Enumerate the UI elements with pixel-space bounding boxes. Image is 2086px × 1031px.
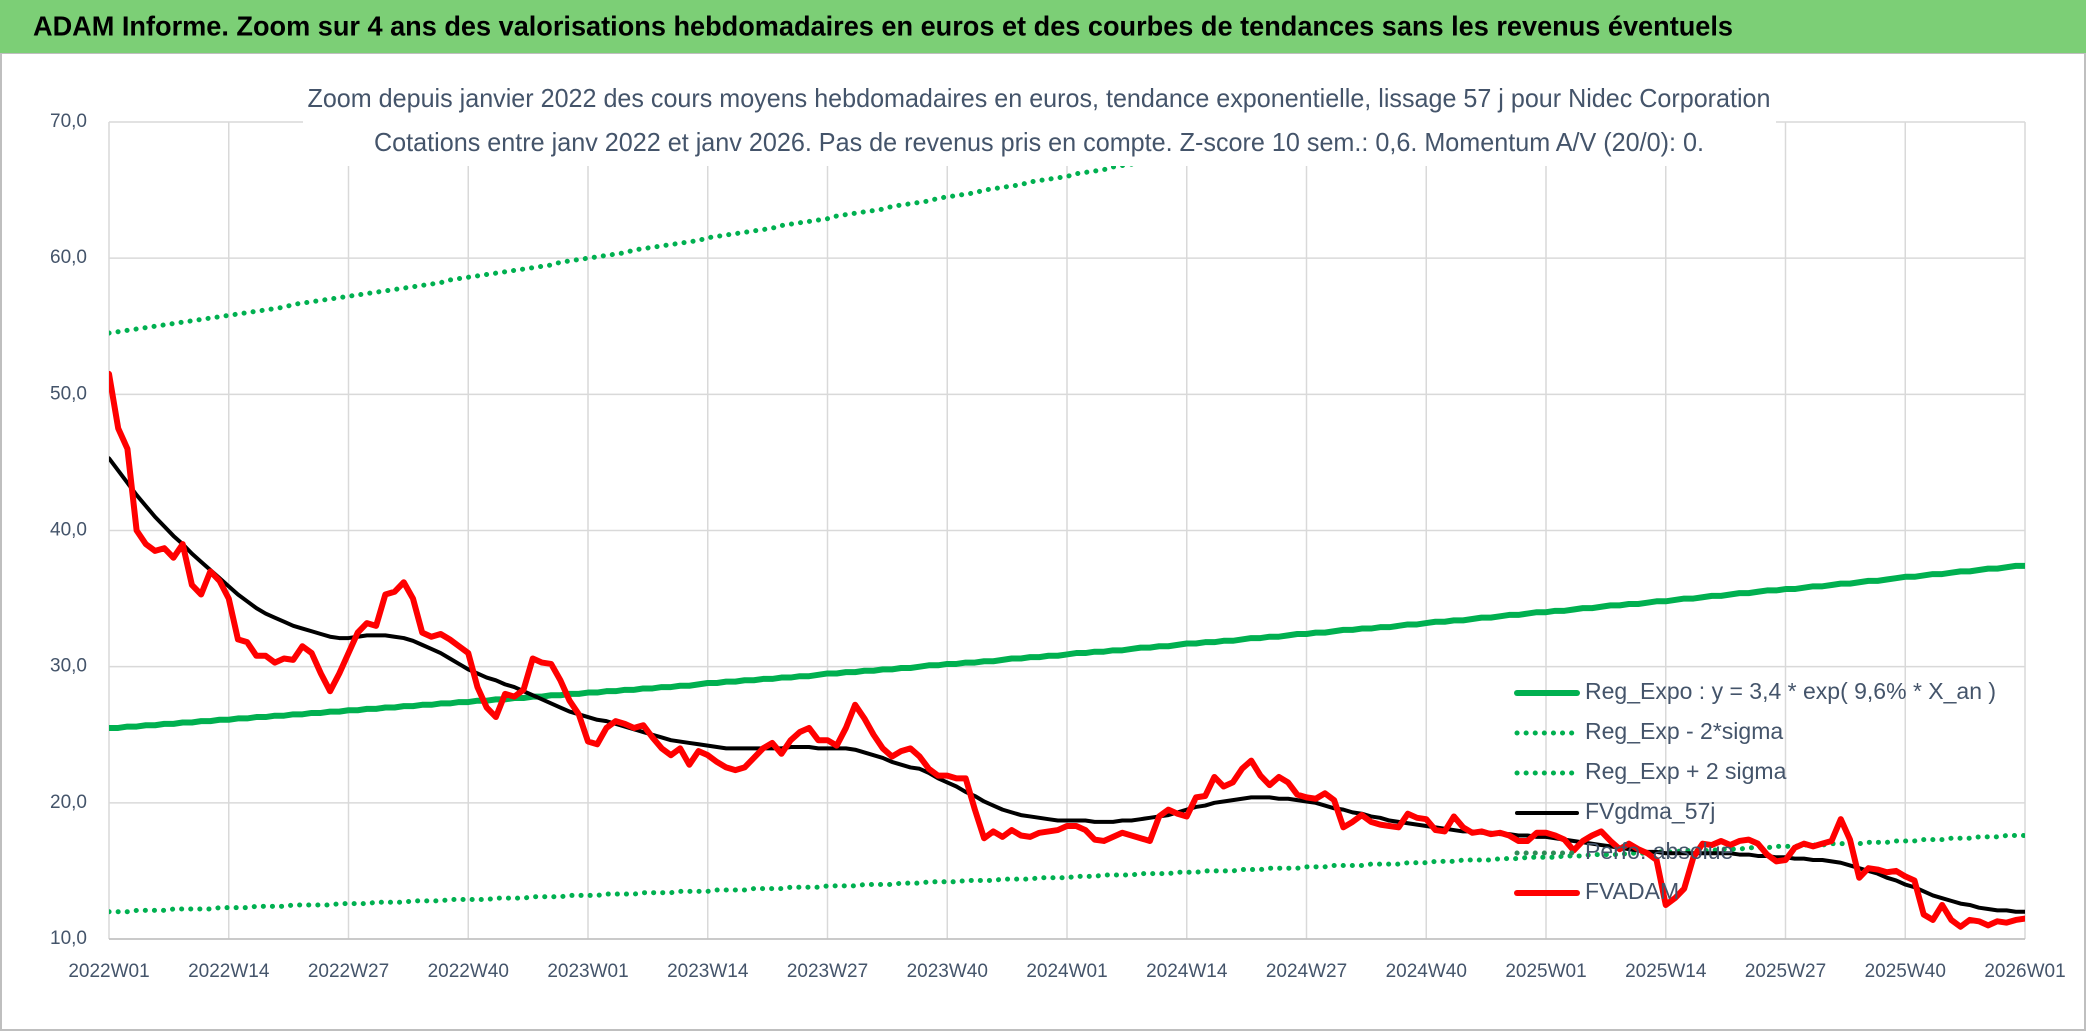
series-line [109, 370, 2025, 930]
legend-label: Reg_Exp + 2 sigma [1585, 758, 1787, 784]
series-line [109, 833, 2025, 915]
legend-label: Reg_Exp - 2*sigma [1585, 718, 1783, 744]
x-tick-label: 2024W01 [1026, 961, 1107, 982]
x-tick-label: 2022W27 [308, 961, 389, 982]
chart-title: ADAM Informe. Zoom sur 4 ans des valoris… [33, 10, 1733, 41]
series-line [109, 456, 2025, 914]
y-tick-label: 10,0 [50, 928, 87, 949]
y-tick-label: 30,0 [50, 656, 87, 677]
x-tick-label: 2025W27 [1745, 961, 1826, 982]
axes: 10,0 20,0 30,0 40,0 50,0 60,0 70,0 2022W01 2022W… [50, 111, 2066, 982]
subtitle-box [303, 78, 1776, 166]
y-tick-label: 60,0 [50, 247, 87, 268]
legend-label: Perfo. absolue [1585, 838, 1733, 864]
x-tick-label: 2024W40 [1386, 961, 1467, 982]
title-banner [0, 0, 2086, 53]
x-tick-label: 2024W27 [1266, 961, 1347, 982]
x-tick-label: 2023W40 [907, 961, 988, 982]
x-tick-label: 2022W14 [188, 961, 270, 982]
x-tick-label: 2025W01 [1505, 961, 1586, 982]
legend-label: FVADAM [1585, 878, 1679, 904]
x-tick-label: 2024W14 [1146, 961, 1228, 982]
series [109, 122, 2025, 930]
x-tick-label: 2022W01 [68, 961, 149, 982]
legend: Reg_Expo : y = 3,4 * exp( 9,6% * X_an ) R… [1514, 678, 1996, 904]
x-tick-label: 2023W14 [667, 961, 749, 982]
x-tick-label: 2025W14 [1625, 961, 1707, 982]
x-tick-label: 2023W01 [547, 961, 628, 982]
x-tick-label: 2023W27 [787, 961, 868, 982]
y-tick-label: 50,0 [50, 383, 87, 404]
legend-label: FVgdma_57j [1585, 798, 1715, 824]
y-tick-label: 20,0 [50, 792, 87, 813]
y-tick-label: 70,0 [50, 111, 87, 132]
y-tick-label: 40,0 [50, 520, 87, 541]
series-line [109, 122, 1370, 336]
subtitle: Cotations entre janv 2022 et janv 2026. … [374, 127, 1704, 157]
legend-label: Reg_Expo : y = 3,4 * exp( 9,6% * X_an ) [1585, 678, 1996, 704]
x-tick-label: 2022W40 [428, 961, 509, 982]
series-line [109, 562, 2025, 731]
x-tick-label: 2026W01 [1984, 961, 2065, 982]
subtitle: Zoom depuis janvier 2022 des cours moyen… [308, 83, 1771, 113]
x-tick-label: 2025W40 [1865, 961, 1946, 982]
